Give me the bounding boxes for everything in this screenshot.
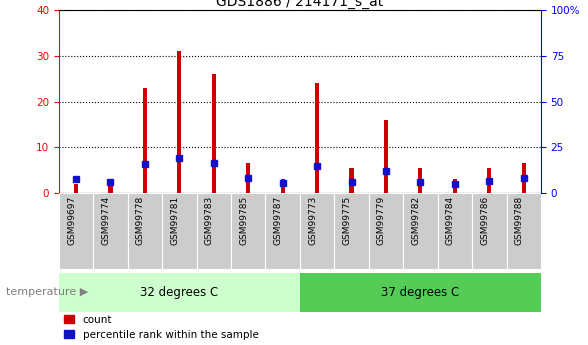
Bar xyxy=(93,193,128,269)
Bar xyxy=(472,193,506,269)
Bar xyxy=(300,193,335,269)
Text: GSM99775: GSM99775 xyxy=(343,196,352,245)
Text: GSM99778: GSM99778 xyxy=(136,196,145,245)
Bar xyxy=(212,75,216,193)
Text: GSM99779: GSM99779 xyxy=(377,196,386,245)
Bar xyxy=(453,179,457,193)
Bar xyxy=(384,120,388,193)
Text: GSM99781: GSM99781 xyxy=(171,196,179,245)
Legend: count, percentile rank within the sample: count, percentile rank within the sample xyxy=(64,315,259,340)
Text: 32 degrees C: 32 degrees C xyxy=(140,286,219,299)
Bar xyxy=(59,193,93,269)
Bar xyxy=(315,83,319,193)
Text: GSM99783: GSM99783 xyxy=(205,196,214,245)
Text: temperature ▶: temperature ▶ xyxy=(6,287,88,297)
Bar xyxy=(196,193,231,269)
Bar xyxy=(231,193,265,269)
Text: 37 degrees C: 37 degrees C xyxy=(381,286,460,299)
Bar xyxy=(506,193,541,269)
Bar xyxy=(300,273,541,312)
Text: GSM99786: GSM99786 xyxy=(480,196,489,245)
Bar xyxy=(59,273,300,312)
Bar xyxy=(128,193,162,269)
Bar xyxy=(522,164,526,193)
Text: GSM99785: GSM99785 xyxy=(239,196,248,245)
Bar xyxy=(437,193,472,269)
Bar xyxy=(335,193,369,269)
Bar xyxy=(349,168,353,193)
Bar xyxy=(162,193,196,269)
Bar xyxy=(403,193,437,269)
Bar xyxy=(177,51,182,193)
Text: GSM99787: GSM99787 xyxy=(273,196,283,245)
Bar xyxy=(246,164,250,193)
Bar xyxy=(108,183,112,193)
Text: GSM99782: GSM99782 xyxy=(412,196,420,245)
Title: GDS1886 / 214171_s_at: GDS1886 / 214171_s_at xyxy=(216,0,383,9)
Bar xyxy=(265,193,300,269)
Text: GSM99697: GSM99697 xyxy=(67,196,76,245)
Bar xyxy=(487,168,492,193)
Bar xyxy=(143,88,147,193)
Bar xyxy=(418,168,423,193)
Bar xyxy=(280,179,285,193)
Text: GSM99784: GSM99784 xyxy=(446,196,455,245)
Bar xyxy=(369,193,403,269)
Text: GSM99788: GSM99788 xyxy=(514,196,524,245)
Bar xyxy=(74,184,78,193)
Text: GSM99773: GSM99773 xyxy=(308,196,317,245)
Text: GSM99774: GSM99774 xyxy=(102,196,111,245)
